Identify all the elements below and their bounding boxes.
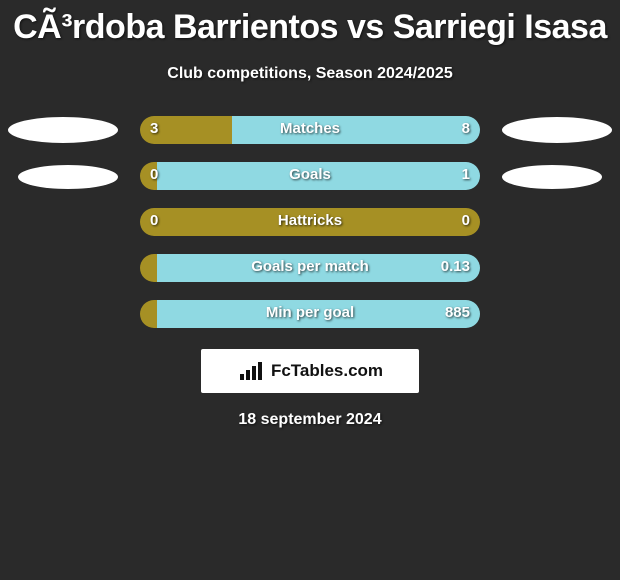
stat-row: 38Matches [0,113,620,147]
date-text: 18 september 2024 [0,411,620,429]
stat-label: Goals per match [0,258,620,275]
logo-box: FcTables.com [201,349,419,393]
stat-label: Matches [0,120,620,137]
stat-label: Goals [0,166,620,183]
page-title: CÃ³rdoba Barrientos vs Sarriegi Isasa [0,0,620,47]
chart-icon [237,360,267,382]
logo-text: FcTables.com [271,361,383,381]
stat-label: Min per goal [0,304,620,321]
stat-row: 01Goals [0,159,620,193]
stat-row: 885Min per goal [0,297,620,331]
stat-row: 0.13Goals per match [0,251,620,285]
stat-row: 00Hattricks [0,205,620,239]
subtitle: Club competitions, Season 2024/2025 [0,65,620,83]
comparison-chart: 38Matches 01Goals 00Hattricks 0.13Goals per… [0,113,620,331]
stat-label: Hattricks [0,212,620,229]
